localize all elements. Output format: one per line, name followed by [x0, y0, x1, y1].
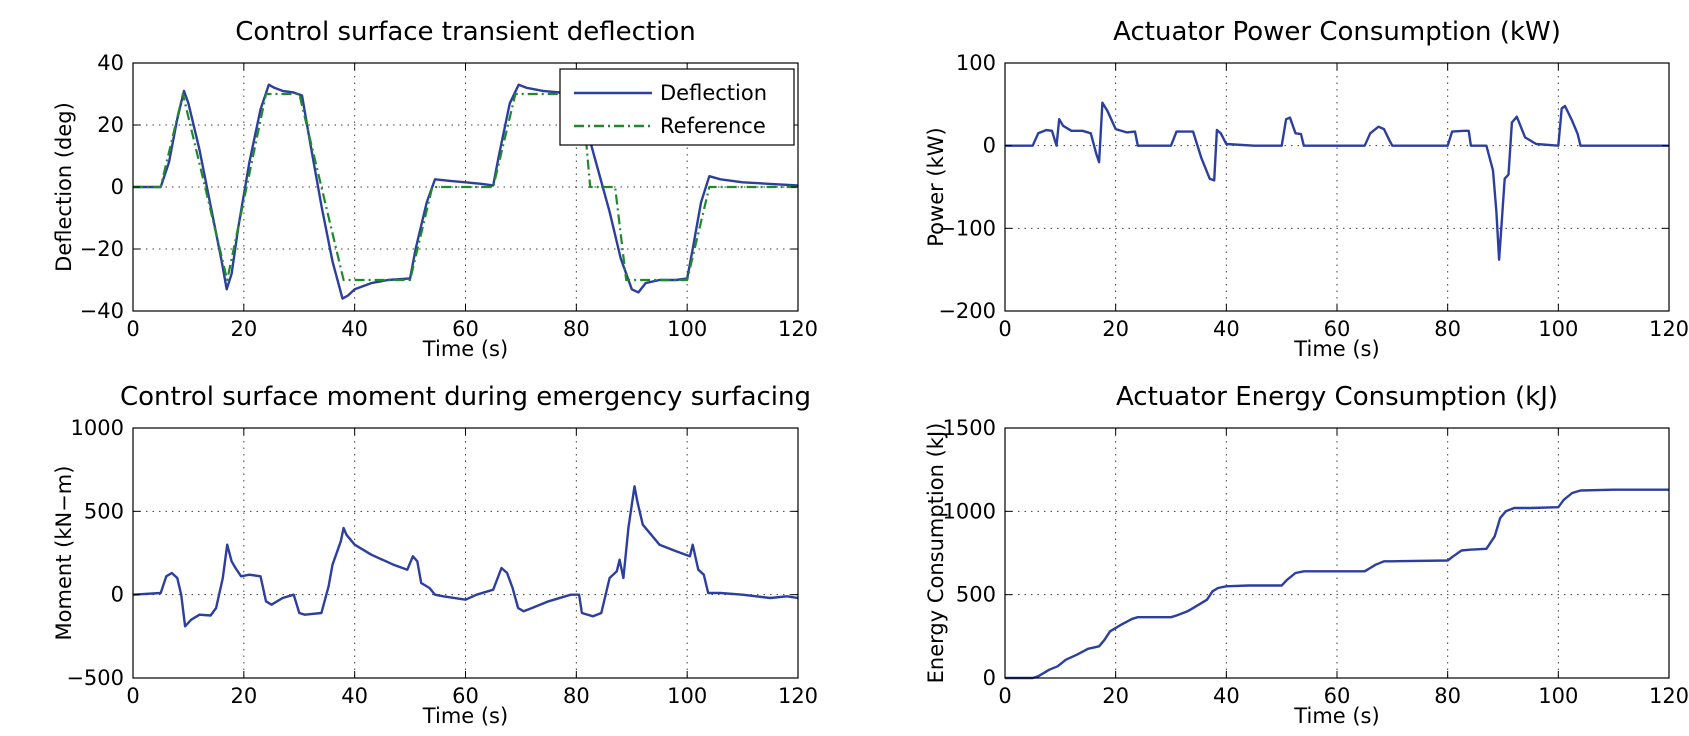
x-tick-label: 0 [998, 684, 1011, 708]
y-tick-label: −200 [938, 299, 996, 323]
chart-panel-1: Control surface transient deflection 0 20 4… [52, 17, 818, 361]
legend-box [559, 68, 795, 146]
series-line-1 [1005, 101, 1669, 261]
x-tick-label: 120 [1649, 684, 1689, 708]
y-tick-label: 1500 [943, 416, 996, 440]
x-tick-label: 40 [341, 317, 368, 341]
x-tick-label: 80 [563, 684, 590, 708]
y-tick-label: 1000 [943, 499, 996, 523]
x-axis-label: Time (s) [1293, 704, 1379, 728]
x-tick-label: 80 [1434, 317, 1461, 341]
y-axis-label: Energy Consumption (kJ) [924, 423, 948, 684]
chart-title: Control surface transient deflection [235, 17, 696, 47]
x-tick-label: 0 [126, 317, 139, 341]
y-tick-label: 0 [983, 666, 996, 690]
x-tick-label: 100 [667, 684, 707, 708]
chart-panel-4: Actuator Energy Consumption (kJ) 0 20 40 60 8… [924, 382, 1689, 728]
chart-title: Control surface moment during emergency … [120, 382, 811, 412]
x-tick-label: 60 [452, 684, 479, 708]
x-axis-label: Time (s) [422, 704, 508, 728]
chart-panel-3: Control surface moment during emergency … [52, 382, 818, 728]
x-tick-label: 60 [1324, 317, 1351, 341]
y-tick-label: 0 [111, 175, 124, 199]
legend-label: Reference [660, 114, 766, 138]
x-tick-label: 20 [1102, 317, 1129, 341]
y-tick-label: 0 [111, 583, 124, 607]
x-tick-label: 40 [341, 684, 368, 708]
chart-title: Actuator Power Consumption (kW) [1113, 17, 1561, 47]
x-tick-label: 120 [1649, 317, 1689, 341]
x-tick-label: 60 [1324, 684, 1351, 708]
y-axis-label: Deflection (deg) [52, 102, 76, 272]
y-tick-label: −40 [80, 299, 124, 323]
y-tick-label: 20 [97, 113, 124, 137]
x-axis-label: Time (s) [1293, 337, 1379, 361]
legend-label: Deflection [660, 81, 767, 105]
x-tick-label: 20 [230, 317, 257, 341]
x-tick-label: 40 [1213, 684, 1240, 708]
x-tick-label: 40 [1213, 317, 1240, 341]
x-tick-label: 60 [452, 317, 479, 341]
x-tick-label: 120 [778, 317, 818, 341]
y-tick-label: −20 [80, 237, 124, 261]
x-tick-label: 80 [563, 317, 590, 341]
series-line-1 [1005, 488, 1669, 680]
x-tick-label: 100 [1538, 317, 1578, 341]
y-tick-label: 500 [956, 583, 996, 607]
y-tick-label: 40 [97, 51, 124, 75]
y-axis-label: Power (kW) [924, 127, 948, 246]
legend: Deflection Reference [559, 68, 795, 146]
series-line-1 [132, 485, 799, 628]
y-axis-label: Moment (kN−m) [52, 466, 76, 641]
x-tick-label: 0 [126, 684, 139, 708]
x-tick-label: 20 [230, 684, 257, 708]
x-axis-label: Time (s) [422, 337, 508, 361]
x-tick-label: 80 [1434, 684, 1461, 708]
y-tick-label: 500 [84, 499, 124, 523]
series-line-deflection [133, 83, 799, 300]
y-tick-label: 0 [983, 134, 996, 158]
series-line-reference [133, 92, 798, 282]
y-tick-label: 1000 [71, 416, 124, 440]
x-tick-label: 20 [1102, 684, 1129, 708]
y-tick-label: 100 [956, 51, 996, 75]
y-tick-label: −100 [938, 216, 996, 240]
x-tick-label: 100 [667, 317, 707, 341]
x-tick-label: 120 [778, 684, 818, 708]
x-tick-label: 100 [1538, 684, 1578, 708]
chart-title: Actuator Energy Consumption (kJ) [1116, 382, 1558, 412]
y-tick-label: −500 [66, 666, 124, 690]
chart-panel-2: Actuator Power Consumption (kW) 0 20 40 60 80… [924, 17, 1689, 361]
x-tick-label: 0 [998, 317, 1011, 341]
